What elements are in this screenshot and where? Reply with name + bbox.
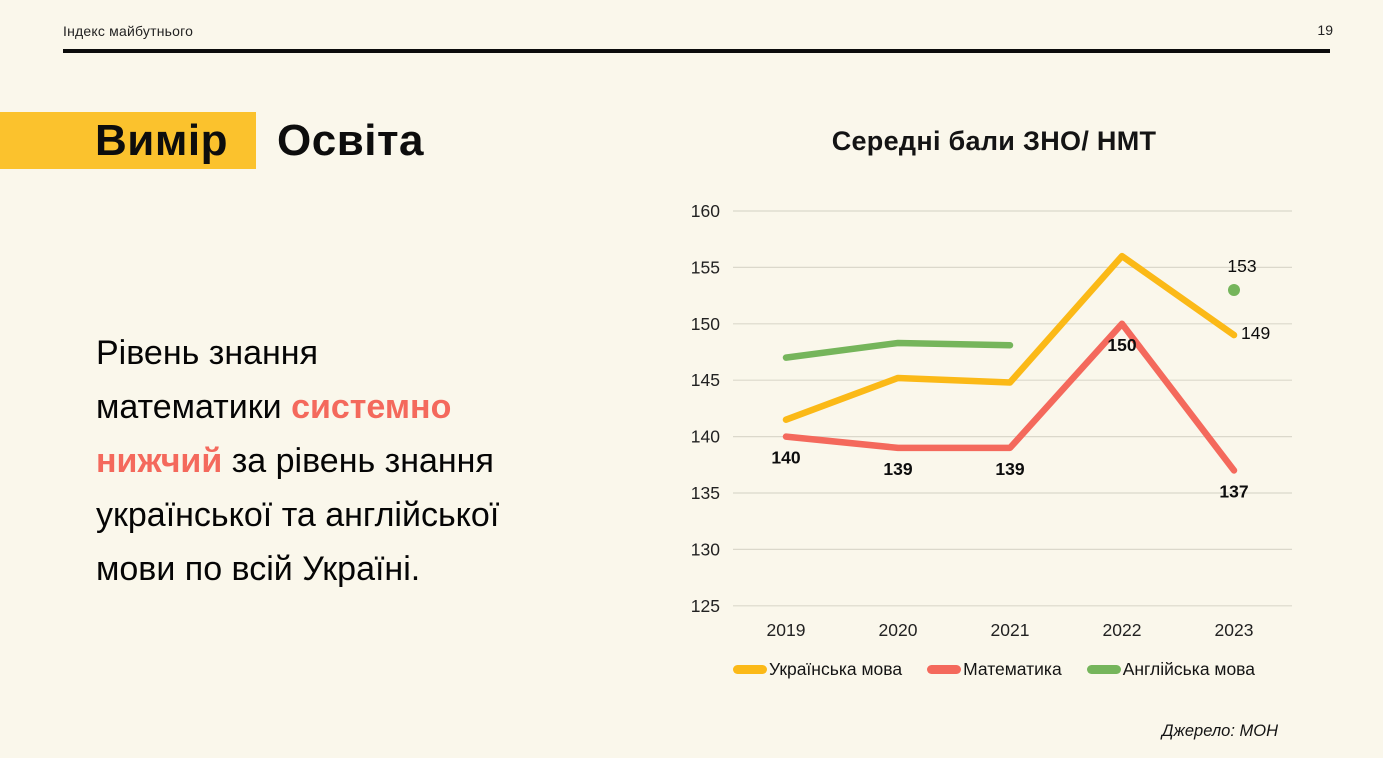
key-message: Рівень знання математики системно нижчий з… xyxy=(96,326,616,596)
legend-item-ukrainian: Українська мова xyxy=(732,659,903,680)
source-note: Джерело: МОН xyxy=(1161,722,1278,740)
x-axis-label: 2022 xyxy=(1103,620,1142,640)
y-axis-label: 150 xyxy=(691,314,720,334)
data-label: 137 xyxy=(1219,481,1248,501)
x-axis-label: 2021 xyxy=(991,620,1030,640)
message-line: мови по всій Україні. xyxy=(96,550,421,588)
data-label: 139 xyxy=(883,459,912,479)
x-axis-label: 2020 xyxy=(879,620,918,640)
chart-legend: Українська мова Математика Англійська мо… xyxy=(683,659,1305,680)
series-line-Українська мова xyxy=(782,252,1238,423)
data-label: 150 xyxy=(1107,335,1136,355)
series-line-Математика xyxy=(782,320,1238,474)
message-line: української та англійської xyxy=(96,496,500,534)
y-axis-label: 145 xyxy=(691,370,720,390)
page-title: Освіта xyxy=(277,115,424,165)
series-line-Англійська мова xyxy=(782,339,1014,361)
legend-item-english: Англійська мова xyxy=(1086,659,1256,680)
series-point-Англійська мова xyxy=(1228,283,1240,296)
y-axis-label: 135 xyxy=(691,483,720,503)
y-axis-label: 140 xyxy=(691,427,720,447)
y-axis-label: 130 xyxy=(691,539,720,559)
data-label: 140 xyxy=(771,448,800,468)
message-line: Рівень знання xyxy=(96,334,318,372)
x-axis-label: 2019 xyxy=(767,620,806,640)
data-label: 149 xyxy=(1241,323,1270,343)
legend-label-english: Англійська мова xyxy=(1122,659,1256,679)
data-label: 139 xyxy=(995,459,1024,479)
data-label: 153 xyxy=(1227,256,1256,276)
dimension-label: Вимір xyxy=(95,115,228,165)
legend-swatch-english xyxy=(1086,665,1121,674)
running-header: Індекс майбутнього xyxy=(63,23,194,39)
header-rule xyxy=(63,49,1330,53)
message-line: нижчий за рівень знання xyxy=(96,442,494,480)
chart-svg: 125 130 135 140 145 150 155 160 2019 2020 2021 2022… xyxy=(691,201,1292,640)
chart-title: Середні бали ЗНО/ НМТ xyxy=(831,126,1157,156)
legend-swatch-math xyxy=(927,665,962,674)
legend-label-ukrainian: Українська мова xyxy=(768,659,903,679)
zno-nmt-line-chart: 125 130 135 140 145 150 155 160 2019 2020 2021 2022… xyxy=(683,195,1313,650)
legend-label-math: Математика xyxy=(963,659,1062,679)
legend-item-math: Математика xyxy=(927,659,1062,680)
message-line: математики системно xyxy=(96,388,452,426)
y-axis-label: 125 xyxy=(691,596,720,616)
y-axis-label: 155 xyxy=(691,257,720,277)
x-axis-label: 2023 xyxy=(1215,620,1254,640)
y-axis-label: 160 xyxy=(691,201,720,221)
page-number: 19 xyxy=(1317,22,1333,38)
legend-swatch-ukrainian xyxy=(732,665,767,674)
dimension-tag: Вимір xyxy=(0,112,256,169)
